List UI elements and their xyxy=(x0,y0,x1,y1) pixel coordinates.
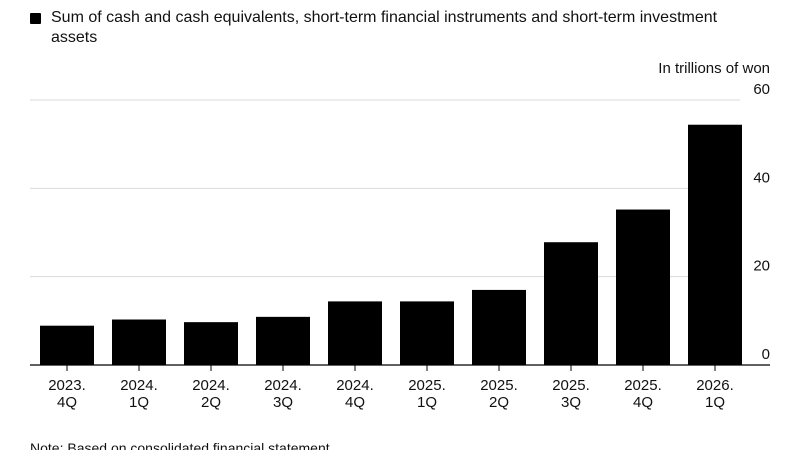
x-tick-label: 2023. 4Q xyxy=(48,377,86,411)
x-tick-label: 2025. 1Q xyxy=(408,377,446,411)
bar xyxy=(40,325,94,365)
bar xyxy=(472,289,526,365)
y-tick-label: 0 xyxy=(762,346,770,363)
bar xyxy=(400,301,454,365)
legend-text: Sum of cash and cash equivalents, short-… xyxy=(51,9,718,46)
x-tick-label: 2025. 4Q xyxy=(624,377,662,411)
axis-layer: 0 20 40 60 2023. 4Q 2024. 1Q 2024. 2Q 2024. 3Q 2024.… xyxy=(30,81,770,411)
y-tick-label: 60 xyxy=(753,81,770,98)
legend-swatch xyxy=(30,13,41,24)
x-tick-label: 2025. 3Q xyxy=(552,377,590,411)
bar xyxy=(616,209,670,365)
y-tick-label: 40 xyxy=(753,169,770,186)
legend: Sum of cash and cash equivalents, short-… xyxy=(30,8,750,48)
x-tick-label: 2026. 1Q xyxy=(696,377,734,411)
bar xyxy=(328,301,382,365)
footnote: Note: Based on consolidated financial st… xyxy=(30,440,330,450)
bar xyxy=(256,316,310,365)
bar xyxy=(544,242,598,365)
unit-label: In trillions of won xyxy=(658,60,770,77)
y-tick-label: 20 xyxy=(753,258,770,275)
x-tick-label: 2024. 4Q xyxy=(336,377,374,411)
bar xyxy=(688,124,742,365)
x-tick-label: 2024. 3Q xyxy=(264,377,302,411)
bar xyxy=(112,319,166,365)
bar xyxy=(184,322,238,365)
x-tick-label: 2024. 2Q xyxy=(192,377,230,411)
x-tick-label: 2024. 1Q xyxy=(120,377,158,411)
bar-layer xyxy=(40,124,742,365)
x-tick-label: 2025. 2Q xyxy=(480,377,518,411)
